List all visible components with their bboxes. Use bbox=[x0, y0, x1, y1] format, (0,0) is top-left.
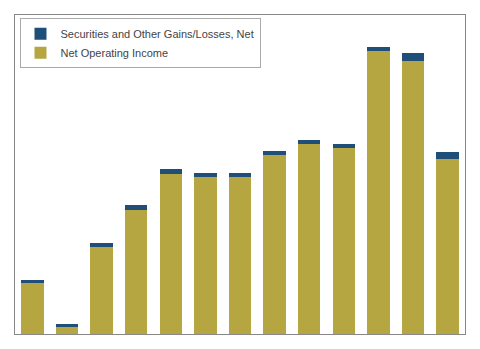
svg-text:Net Operating Income: Net Operating Income bbox=[61, 47, 169, 59]
svg-text:Securities and Other Gains/Los: Securities and Other Gains/Losses, Net bbox=[61, 28, 254, 40]
